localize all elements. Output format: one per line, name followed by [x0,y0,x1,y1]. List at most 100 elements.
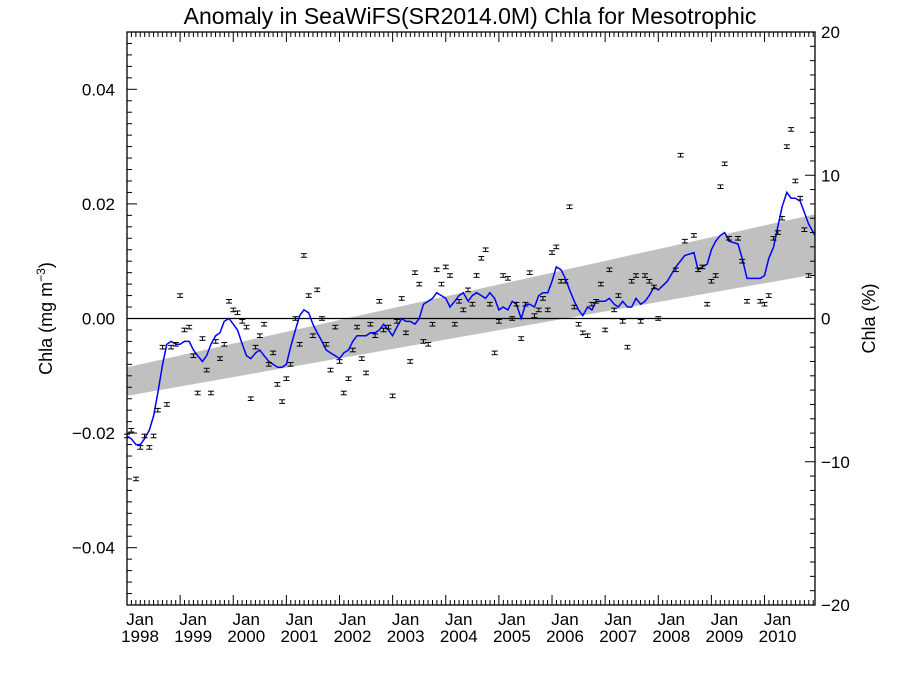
data-point [318,316,325,321]
data-point [168,344,175,350]
data-point [376,299,383,304]
data-point [509,316,516,321]
data-point [641,273,648,278]
data-point [141,433,148,439]
data-point [535,307,542,313]
x-tick-year: 2004 [440,627,478,646]
data-point [593,299,600,304]
data-point [805,273,812,278]
data-point [194,390,201,396]
data-point [216,356,223,361]
data-point [504,276,511,281]
chart-title: Anomaly in SeaWiFS(SR2014.0M) Chla for M… [184,3,757,29]
data-point [597,281,604,287]
x-tick-month: Jan [233,610,260,629]
data-point [478,256,485,261]
data-point [451,321,458,327]
data-point [332,324,339,330]
right-axis-title: Chla (%) [859,283,879,353]
data-point [757,299,764,304]
data-point [690,233,697,238]
data-point [287,362,294,367]
data-point [628,278,635,284]
data-point [327,367,334,373]
data-point [398,296,405,301]
data-point [672,267,679,273]
data-point [389,393,396,399]
data-point [562,278,569,284]
data-point [420,339,427,344]
data-point [797,195,804,201]
left-axis-title-superscript: −3 [34,268,48,282]
data-point [579,330,586,336]
data-point [137,445,144,450]
data-point [416,281,423,287]
data-point [146,445,153,450]
data-point [283,376,290,381]
data-point [699,264,706,270]
data-point [469,301,476,307]
data-point [163,402,170,407]
left-tick-label: 0.00 [82,310,115,329]
x-tick-month: Jan [658,610,685,629]
trend-band-layer [127,214,815,396]
x-tick-month: Jan [711,610,738,629]
right-tick-label: 10 [821,166,840,185]
x-tick-month: Jan [498,610,525,629]
data-point [323,341,330,347]
data-point [473,273,480,278]
data-point [526,270,533,275]
data-point [199,336,206,341]
data-point [619,319,626,324]
data-point [252,344,259,350]
data-point [539,296,546,301]
data-point [411,270,418,275]
left-tick-label: −0.04 [72,539,115,558]
data-point [734,235,741,241]
data-point [611,307,618,313]
left-tick-label: 0.04 [82,80,115,99]
data-point [637,319,644,324]
data-point [150,433,157,439]
data-point [513,301,520,307]
right-tick-label: −10 [821,453,850,472]
left-axis-title-main: Chla (mg m [36,282,56,375]
data-point [442,264,449,270]
data-point [309,333,316,338]
data-point [770,235,777,241]
data-point [212,339,219,344]
x-tick-year: 2000 [227,627,265,646]
data-point [407,359,414,364]
data-point [314,287,321,293]
x-tick-year: 2008 [652,627,690,646]
data-point [438,281,445,287]
data-point [695,267,702,273]
data-point [385,324,392,330]
data-point [340,390,347,396]
data-point [553,244,560,250]
data-point [549,250,556,255]
data-point [801,227,808,232]
data-point [531,313,538,318]
data-point [429,321,436,327]
data-point [632,273,639,278]
data-point [783,144,790,149]
x-tick-month: Jan [551,610,578,629]
left-axis-title-close: ) [36,262,56,268]
data-point [651,284,658,290]
data-point [482,247,489,253]
x-tick-month: Jan [286,610,313,629]
data-point [336,359,343,364]
x-tick-month: Jan [445,610,472,629]
data-point [739,258,746,264]
data-point [655,316,662,321]
data-point [367,321,374,327]
data-point [606,267,613,273]
smoothed-line-layer [126,190,816,446]
x-tick-year: 2007 [599,627,637,646]
data-point [677,152,684,158]
data-point [761,301,768,307]
data-point [190,353,197,359]
data-point [345,376,352,381]
data-point [159,344,166,350]
